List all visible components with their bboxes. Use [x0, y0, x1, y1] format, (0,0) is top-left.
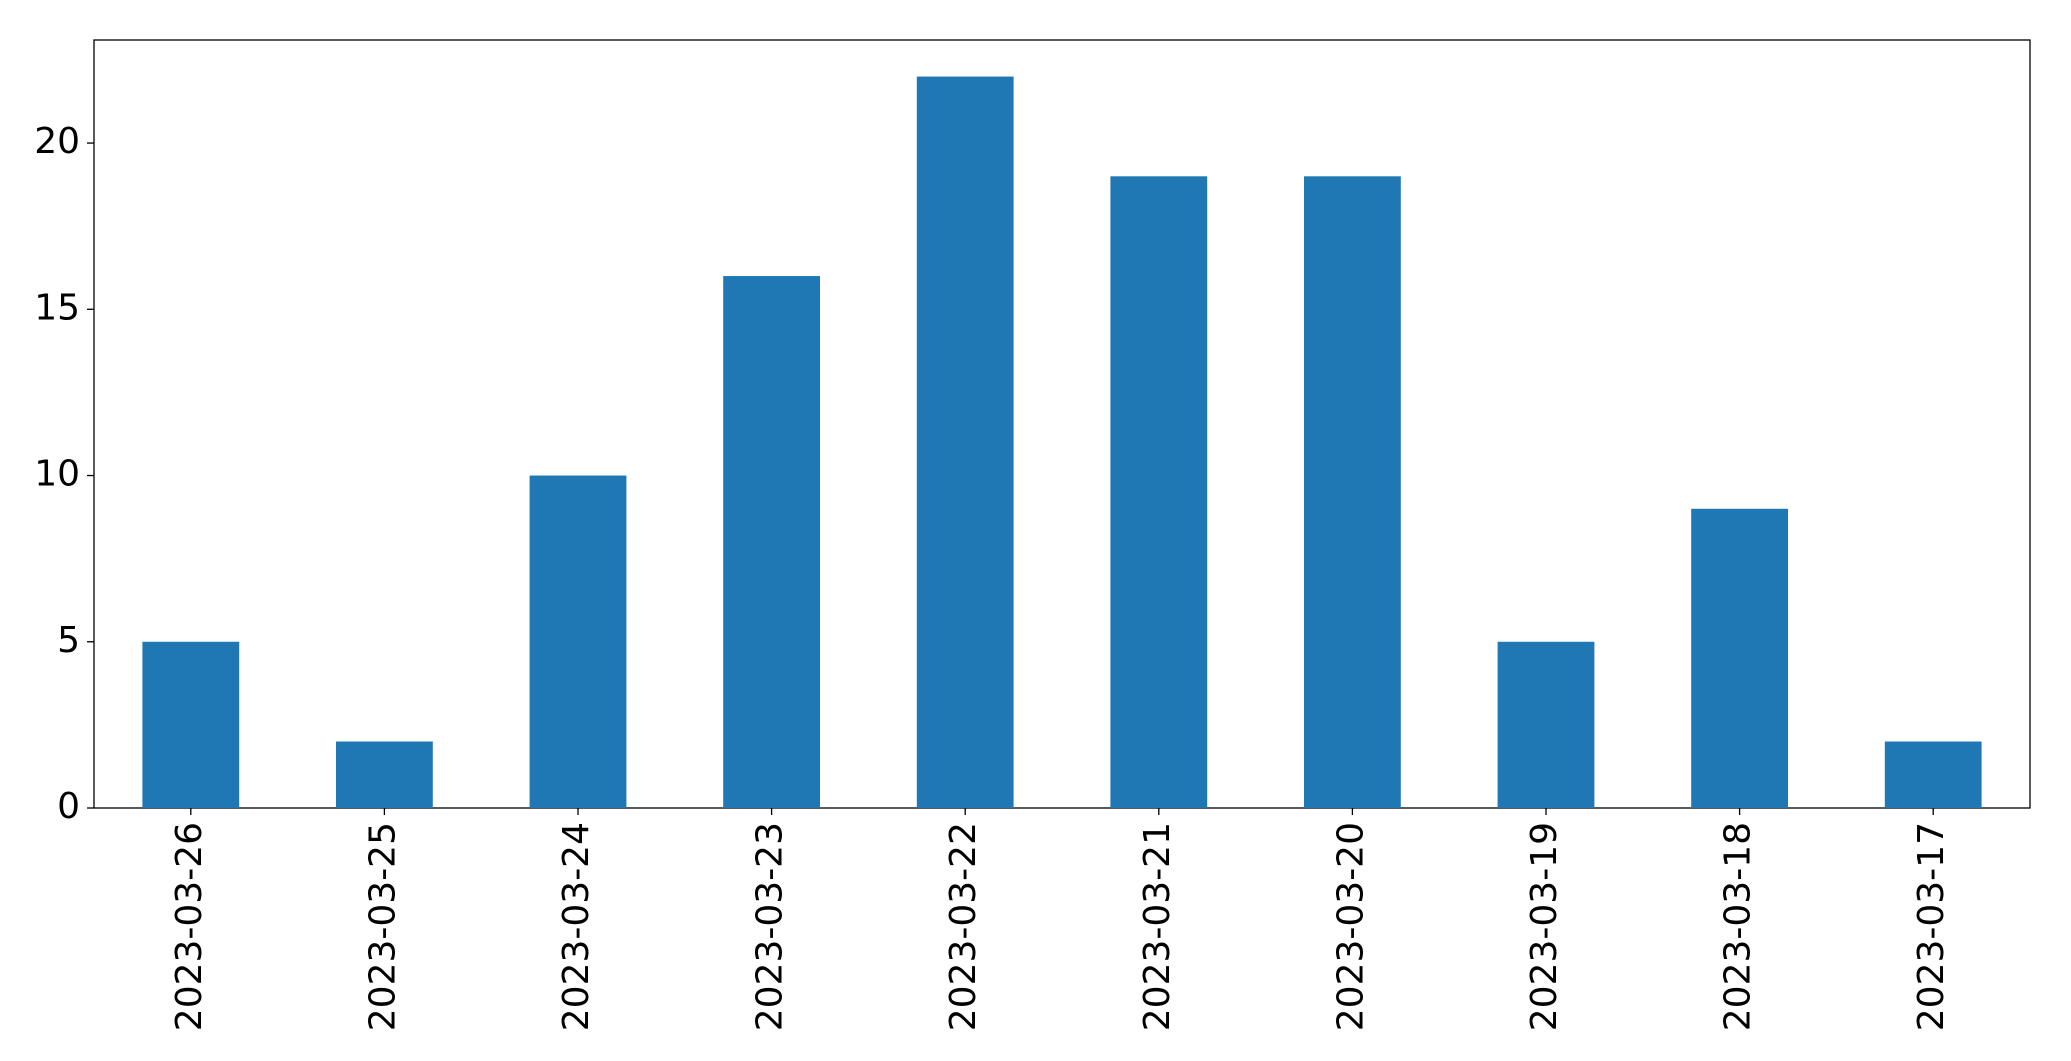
- bar: [336, 741, 433, 808]
- x-tick-label: 2023-03-23: [750, 822, 791, 1031]
- x-tick-label: 2023-03-22: [943, 822, 984, 1031]
- y-tick-label: 5: [57, 620, 80, 661]
- x-tick-label: 2023-03-21: [1137, 822, 1178, 1031]
- bar: [1304, 176, 1401, 808]
- y-tick-label: 20: [34, 121, 80, 162]
- bar: [1884, 741, 1982, 808]
- x-tick-label: 2023-03-17: [1911, 822, 1952, 1031]
- x-tick-label: 2023-03-18: [1718, 822, 1759, 1031]
- y-tick-label: 10: [34, 454, 80, 495]
- x-tick-label: 2023-03-24: [556, 822, 597, 1031]
- bar: [916, 76, 1014, 809]
- x-tick-label: 2023-03-25: [362, 822, 403, 1031]
- bar: [529, 475, 627, 808]
- bar: [723, 276, 820, 808]
- bar: [1691, 508, 1788, 808]
- x-tick-label: 2023-03-26: [169, 822, 210, 1031]
- plot-frame: [93, 39, 2031, 809]
- bar: [1497, 641, 1595, 808]
- y-tick-label: 15: [34, 287, 80, 328]
- bar: [1110, 176, 1208, 808]
- y-tick-label: 0: [57, 786, 80, 827]
- bar: [142, 641, 240, 808]
- x-tick-label: 2023-03-19: [1524, 822, 1565, 1031]
- x-tick-label: 2023-03-20: [1330, 822, 1371, 1031]
